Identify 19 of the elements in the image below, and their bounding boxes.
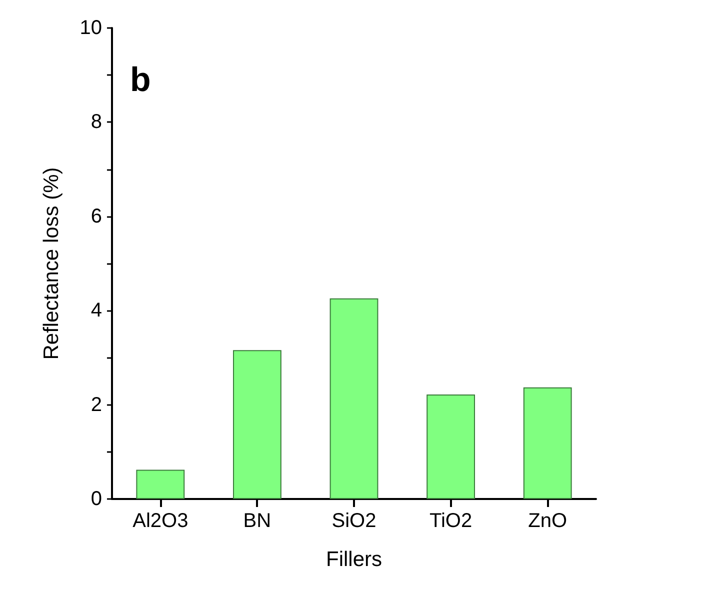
bar <box>523 387 572 499</box>
bar <box>233 350 282 499</box>
annotation: b <box>130 61 151 99</box>
x-tick-label: Al2O3 <box>132 510 188 532</box>
y-tick-label: 10 <box>80 17 102 39</box>
y-tick-label: 6 <box>90 205 102 228</box>
x-axis-title: Fillers <box>326 548 382 571</box>
bar <box>426 394 475 499</box>
x-tick-label: BN <box>243 510 272 532</box>
x-tick-label: ZnO <box>528 510 568 532</box>
y-axis-title: Reflectance loss (%) <box>40 167 63 360</box>
y-tick-label: 2 <box>90 394 102 416</box>
y-tick-label: 8 <box>90 111 102 134</box>
bar <box>136 470 185 499</box>
y-tick-label: 4 <box>90 300 102 322</box>
bar <box>330 298 378 499</box>
x-tick-label: SiO2 <box>332 510 376 532</box>
y-tick-label: 0 <box>90 488 102 510</box>
x-tick-label: TiO2 <box>429 510 472 532</box>
